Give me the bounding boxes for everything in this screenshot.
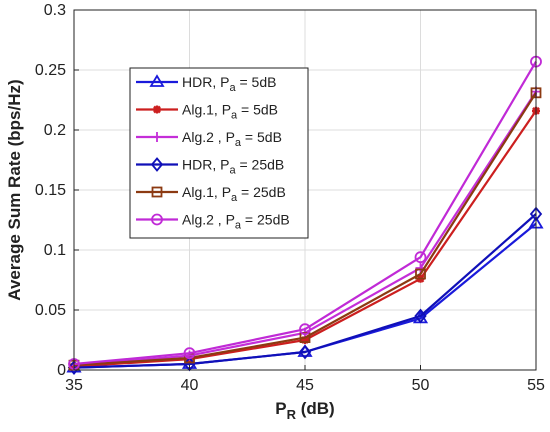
legend-entry: Alg.1, Pa = 5dB	[136, 102, 278, 122]
data-point	[301, 336, 309, 344]
legend-marker	[151, 213, 163, 226]
data-point	[299, 332, 311, 344]
data-point	[183, 347, 196, 360]
y-tick-label: 0.2	[44, 122, 66, 139]
legend-label: HDR, Pa = 5dB	[182, 74, 276, 94]
legend-marker	[149, 74, 165, 87]
x-tick-label: 35	[65, 377, 83, 394]
data-point	[298, 344, 312, 360]
data-point	[415, 268, 426, 280]
x-tick-label: 55	[527, 377, 545, 394]
y-tick-label: 0.1	[44, 242, 66, 259]
legend-label: Alg.1, Pa = 25dB	[182, 184, 286, 204]
x-tick-label: 40	[181, 377, 199, 394]
legend-marker	[152, 132, 162, 142]
legend-label: HDR, Pa = 25dB	[182, 157, 284, 177]
series-line	[73, 92, 537, 367]
series-line	[73, 61, 537, 366]
series-line	[73, 213, 537, 369]
x-tick-label: 50	[412, 377, 430, 394]
data-point	[414, 251, 427, 264]
legend-entry: HDR, Pa = 25dB	[136, 157, 284, 177]
y-tick-label: 0.15	[35, 182, 66, 199]
legend-marker	[151, 186, 163, 198]
legend-label: Alg.2 , Pa = 5dB	[182, 129, 282, 149]
y-axis-label: Average Sum Rate (bps/Hz)	[5, 79, 24, 300]
legend-marker	[153, 105, 161, 114]
legend-entry: Alg.1, Pa = 25dB	[136, 184, 286, 204]
legend-label: Alg.1, Pa = 5dB	[182, 102, 278, 122]
y-tick-label: 0.3	[44, 2, 66, 19]
legend: HDR, Pa = 5dB Alg.1, Pa = 5dB Alg.2 , Pa =…	[129, 67, 309, 239]
data-point	[299, 323, 311, 336]
axis-ticks: 0 0.05 0.1 0.15 0.2 0.25 0.3 35 40 45 50 55	[35, 2, 545, 394]
legend-entry: Alg.2 , Pa = 25dB	[136, 212, 290, 232]
x-axis-label: PR (dB)	[275, 399, 334, 422]
y-tick-label: 0.25	[35, 62, 66, 79]
series-layer	[66, 55, 544, 376]
legend-label: Alg.2 , Pa = 25dB	[182, 212, 290, 232]
legend-marker	[150, 157, 164, 172]
y-tick-label: 0.05	[35, 302, 66, 319]
data-point	[414, 308, 427, 324]
y-tick-label: 0	[57, 362, 66, 379]
legend-box	[129, 67, 309, 239]
legend-entry: HDR, Pa = 5dB	[136, 74, 276, 94]
x-tick-label: 45	[296, 377, 314, 394]
legend-entry: Alg.2 , Pa = 5dB	[136, 129, 282, 149]
